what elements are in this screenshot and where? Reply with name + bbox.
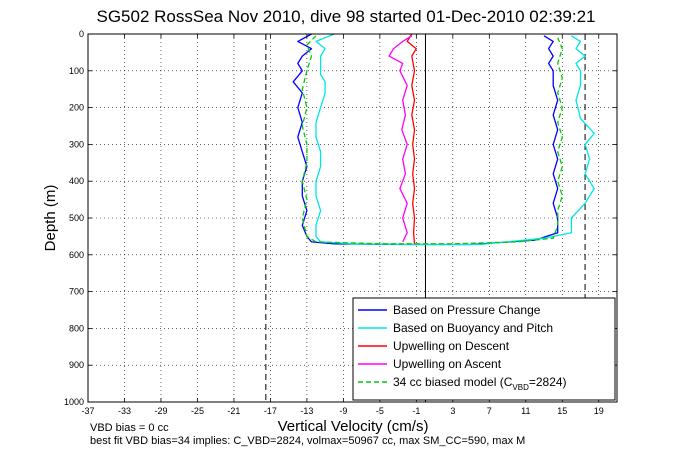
- x-tick-label: -21: [227, 406, 240, 416]
- footer-line-1: VBD bias = 0 cc: [90, 422, 169, 434]
- legend-label-suffix: =2824): [529, 375, 567, 389]
- y-axis-label: Depth (m): [42, 185, 59, 252]
- x-tick-label: -37: [81, 406, 94, 416]
- legend: Based on Pressure Change Based on Buoyanc…: [352, 297, 616, 401]
- y-tick-label: 700: [69, 287, 84, 297]
- x-tick-label: -33: [118, 406, 131, 416]
- x-axis-ticks: -37 -33 -29 -25 -21 -17 -13 -9 -5 -1 3 7 11 15 19: [81, 34, 604, 416]
- x-tick-label: 19: [594, 406, 604, 416]
- x-tick-label: 3: [450, 406, 455, 416]
- x-tick-label: -5: [376, 406, 384, 416]
- series-line-1: [292, 33, 559, 246]
- legend-label-text: Upwelling on Ascent: [393, 357, 502, 371]
- footer-line-2: best fit VBD bias=34 implies: C_VBD=2824…: [90, 435, 525, 447]
- x-tick-label: 15: [557, 406, 567, 416]
- series-line-4: [388, 35, 413, 243]
- y-tick-label: 100: [69, 66, 84, 76]
- legend-label-3: Upwelling on Descent: [393, 339, 510, 353]
- x-tick-label: -9: [339, 406, 347, 416]
- series-layer: [292, 33, 595, 246]
- y-tick-label: 300: [69, 139, 84, 149]
- y-tick-label: 800: [69, 323, 84, 333]
- legend-label-text: Upwelling on Descent: [393, 339, 510, 353]
- y-tick-label: 400: [69, 176, 84, 186]
- legend-label-2: Based on Buoyancy and Pitch: [393, 321, 553, 335]
- y-tick-label: 900: [69, 360, 84, 370]
- y-axis-ticks: 0 100 200 300 400 500 600 700 800 900 1000: [64, 29, 617, 407]
- legend-label-text: 34 cc biased model (C: [393, 375, 513, 389]
- legend-label-text: Based on Buoyancy and Pitch: [393, 321, 553, 335]
- series-line-5: [301, 35, 563, 245]
- chart-title: SG502 RossSea Nov 2010, dive 98 started …: [97, 7, 596, 26]
- series-line-3: [406, 33, 417, 244]
- x-tick-label: -1: [412, 406, 420, 416]
- legend-label-1: Based on Pressure Change: [393, 303, 541, 317]
- x-tick-label: 11: [521, 406, 530, 416]
- x-axis-label: Vertical Velocity (cm/s): [278, 418, 429, 435]
- y-tick-label: 200: [69, 103, 84, 113]
- legend-label-4: Upwelling on Ascent: [393, 357, 502, 371]
- legend-box: [352, 297, 616, 401]
- y-tick-label: 600: [69, 250, 84, 260]
- legend-label-5: 34 cc biased model (CVBD=2824): [393, 375, 567, 392]
- y-tick-label: 1000: [64, 397, 84, 407]
- x-tick-label: -13: [300, 406, 313, 416]
- legend-label-text: Based on Pressure Change: [393, 303, 541, 317]
- y-tick-label: 500: [69, 213, 84, 223]
- legend-label-subscript: VBD: [512, 383, 529, 392]
- x-tick-label: -25: [191, 406, 204, 416]
- x-tick-label: -17: [264, 406, 277, 416]
- y-tick-label: 0: [79, 29, 84, 39]
- x-tick-label: -29: [154, 406, 167, 416]
- x-tick-label: 7: [487, 406, 492, 416]
